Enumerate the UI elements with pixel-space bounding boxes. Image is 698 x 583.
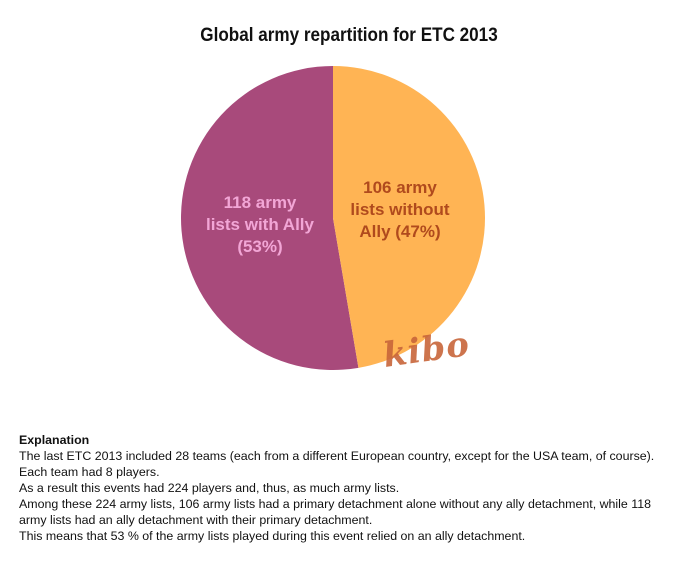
slice-label-line: Ally (47%) bbox=[359, 222, 441, 241]
explanation-line: As a result this events had 224 players … bbox=[19, 481, 400, 495]
slice-label-without-ally: 106 army lists without Ally (47%) bbox=[330, 177, 470, 243]
chart-title: Global army repartition for ETC 2013 bbox=[200, 25, 498, 46]
pie-slice-with-ally bbox=[181, 66, 359, 370]
slice-label-line: lists with Ally bbox=[205, 215, 314, 234]
explanation-line: This means that 53 % of the army lists p… bbox=[19, 529, 526, 543]
slice-label-line: 106 army bbox=[363, 178, 437, 197]
slice-label-line: 118 army bbox=[223, 193, 297, 212]
explanation-heading: Explanation bbox=[19, 433, 90, 447]
slice-label-line: lists without bbox=[350, 200, 450, 219]
explanation-block: Explanation The last ETC 2013 included 2… bbox=[19, 432, 679, 544]
pie-slice-without-ally bbox=[333, 66, 485, 368]
explanation-line: Among these 224 army lists, 106 army lis… bbox=[19, 497, 652, 527]
slice-label-with-ally: 118 army lists with Ally (53%) bbox=[190, 192, 330, 258]
slice-label-line: (53%) bbox=[237, 237, 283, 256]
explanation-line: The last ETC 2013 included 28 teams (eac… bbox=[19, 449, 655, 479]
